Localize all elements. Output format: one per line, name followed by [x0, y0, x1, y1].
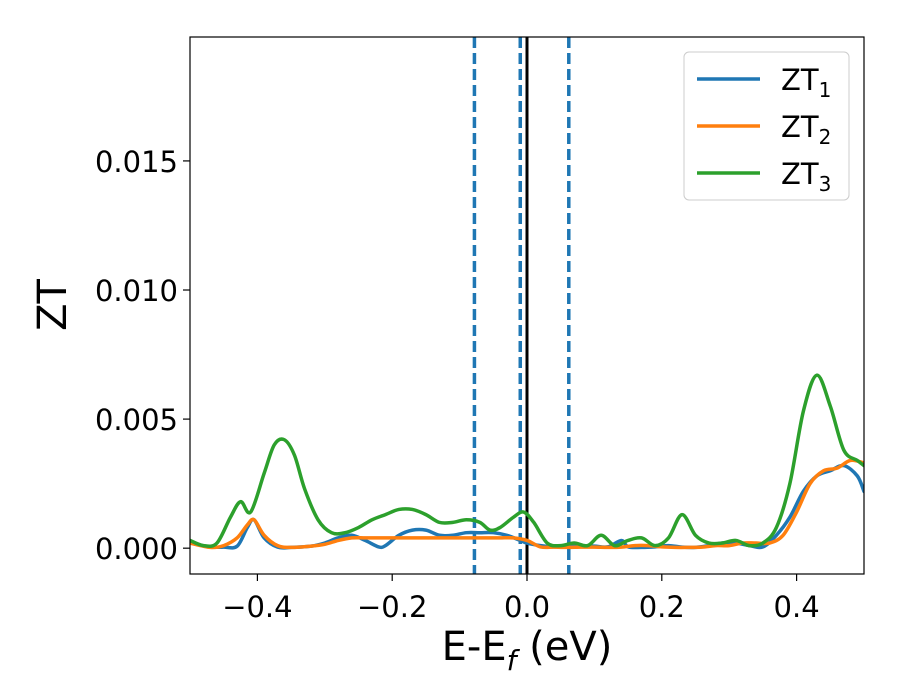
y-tick-label: 0.005 — [95, 403, 178, 437]
y-tick-label: 0.015 — [95, 145, 178, 179]
y-tick-label: 0.010 — [95, 274, 178, 308]
series-line-zt3 — [190, 373, 864, 548]
y-axis-ticks: 0.000 0.005 0.010 0.015 — [95, 145, 190, 566]
x-tick-label: −0.4 — [222, 590, 292, 624]
x-tick-label: −0.2 — [357, 590, 427, 624]
series-line-zt2 — [190, 458, 864, 550]
x-axis-title: E-Ef (eV) — [442, 624, 613, 677]
x-tick-label: 0.0 — [504, 590, 550, 624]
x-tick-label: 0.2 — [639, 590, 685, 624]
x-axis-ticks: −0.4 −0.2 0.0 0.2 0.4 — [222, 574, 820, 624]
y-axis-title: ZT — [30, 279, 76, 331]
series-layer — [190, 373, 864, 550]
legend: ZT1 ZT2 ZT3 — [683, 51, 850, 201]
y-tick-label: 0.000 — [95, 532, 178, 566]
x-tick-label: 0.4 — [774, 590, 820, 624]
x-axis-title-main: E-E — [442, 624, 507, 670]
legend-label-zt3: ZT3 — [781, 157, 831, 196]
legend-label-zt1: ZT1 — [781, 63, 831, 102]
reference-lines — [472, 37, 571, 574]
x-axis-title-unit: (eV) — [516, 624, 612, 670]
legend-label-zt2: ZT2 — [781, 110, 831, 149]
legend-box — [683, 51, 850, 201]
